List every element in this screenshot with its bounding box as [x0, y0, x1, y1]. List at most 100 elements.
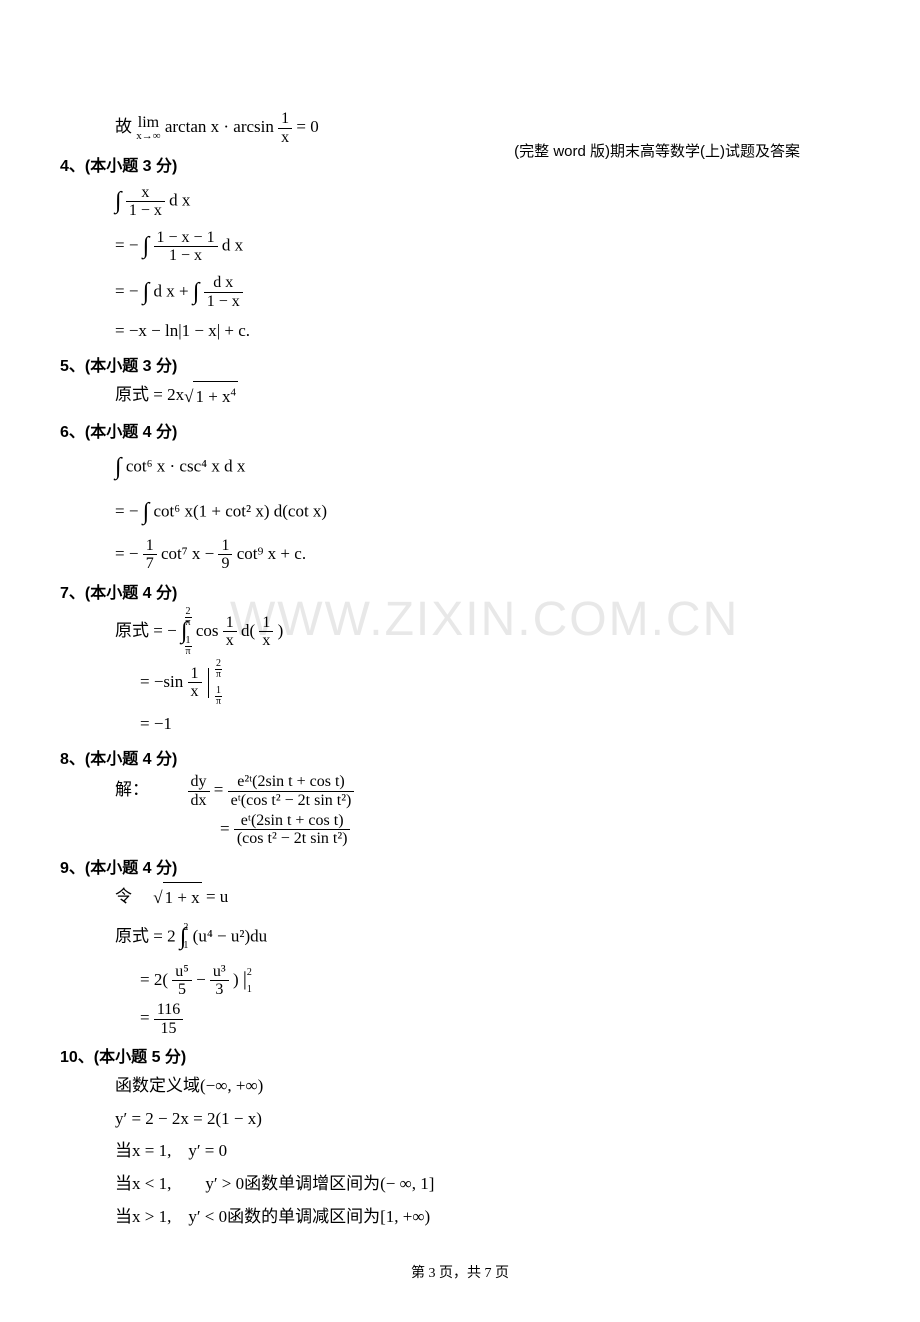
q7-l1-suffix: ) — [278, 621, 284, 640]
frac-num: x — [126, 184, 165, 203]
q10-line2: y′ = 2 − 2x = 2(1 − x) — [115, 1104, 860, 1135]
q4-l3-mid: d x + — [154, 281, 189, 300]
q9-l3-suffix: ) — [233, 970, 239, 989]
q7-l2-prefix: = −sin — [140, 672, 183, 691]
q9-l2-prefix: 原式 = 2 — [115, 926, 176, 945]
frac-den: dx — [188, 792, 210, 810]
frac-num: 1 — [218, 537, 232, 556]
q6-l3-f2: 1 9 — [218, 537, 232, 573]
q4-l2-suffix: d x — [222, 236, 243, 255]
q8-line2: = eᵗ(2sin t + cos t) (cos t² − 2t sin t²… — [220, 812, 860, 848]
q6-l2-prefix: = − — [115, 502, 138, 521]
q9-l3-f2: u³ 3 — [210, 963, 229, 999]
frac-num: 1 − x − 1 — [154, 229, 218, 248]
q4-line3: = − ∫ d x + ∫ d x 1 − x — [115, 271, 860, 314]
q6-line3: = − 1 7 cot⁷ x − 1 9 cot⁹ x + c. — [115, 537, 860, 573]
integral-icon: ∫ — [181, 610, 188, 653]
frac-num: 1 — [188, 665, 202, 684]
q6-l3-prefix: = − — [115, 544, 138, 563]
lim-sub: x→∞ — [136, 131, 160, 142]
integral-icon: ∫ — [115, 180, 122, 223]
q8-prefix: 解： — [115, 780, 149, 799]
frac-num: u⁵ — [172, 963, 192, 982]
q6-heading: 6、(本小题 4 分) — [60, 418, 860, 442]
integral-icon: ∫ — [143, 271, 150, 314]
q7-line1: 原式 = − ∫ 2π 1π cos 1 x d( 1 x ) — [115, 607, 860, 657]
eval-bounds: 2π 1π — [215, 659, 222, 707]
q4-l3-frac: d x 1 − x — [204, 274, 243, 310]
q7-heading: 7、(本小题 4 分) — [60, 579, 860, 603]
frac-num: eᵗ(2sin t + cos t) — [234, 812, 351, 831]
intro-prefix: 故 — [115, 117, 132, 136]
integral-icon: ∫ — [180, 916, 187, 959]
frac-num: dy — [188, 773, 210, 792]
q8-l1-rhs: e²ᵗ(2sin t + cos t) eᵗ(cos t² − 2t sin t… — [228, 773, 355, 809]
q7-l1-f2: 1 x — [259, 614, 273, 650]
q6-line2: = − ∫ cot⁶ x(1 + cot² x) d(cot x) — [115, 491, 860, 534]
q4-line4: = −x − ln|1 − x| + c. — [115, 316, 860, 347]
q9-line2: 原式 = 2 ∫ 2 1 (u⁴ − u²)du — [115, 916, 860, 959]
eval-bounds: 2 1 — [247, 967, 252, 995]
frac-den: (cos t² − 2t sin t²) — [234, 830, 351, 848]
ub: 2 — [247, 967, 252, 978]
q9-l2-body: (u⁴ − u²)du — [193, 926, 267, 945]
sqrt-icon: 1 + x — [153, 882, 201, 914]
q6-l3-mid1: cot⁷ x − — [161, 544, 214, 563]
q5-heading: 5、(本小题 3 分) — [60, 352, 860, 376]
q10-line4: 当x < 1, y′ > 0函数单调增区间为(− ∞, 1] — [115, 1169, 860, 1200]
q8-l2-frac: eᵗ(2sin t + cos t) (cos t² − 2t sin t²) — [234, 812, 351, 848]
frac-den: 5 — [172, 981, 192, 999]
q9-line4: = 116 15 — [140, 1001, 860, 1037]
frac-den: eᵗ(cos t² − 2t sin t²) — [228, 792, 355, 810]
frac-den: 1 − x — [204, 293, 243, 311]
q4-l1-suffix: d x — [169, 191, 190, 210]
q8-line1: 解： dy dx = e²ᵗ(2sin t + cos t) eᵗ(cos t²… — [115, 773, 860, 809]
q6-line1: ∫ cot⁶ x · csc⁴ x d x — [115, 446, 860, 489]
frac-den: 9 — [218, 555, 232, 573]
q10-heading: 10、(本小题 5 分) — [60, 1043, 860, 1067]
lim-symbol: lim x→∞ — [136, 115, 160, 142]
q9-l4-frac: 116 15 — [154, 1001, 183, 1037]
frac-num: d x — [204, 274, 243, 293]
q9-line1: 令 1 + x = u — [115, 882, 860, 914]
frac-num: e²ᵗ(2sin t + cos t) — [228, 773, 355, 792]
q7-line2: = −sin 1 x 2π 1π — [140, 659, 860, 707]
q9-l3-mid: − — [196, 970, 210, 989]
q10-line1: 函数定义域(−∞, +∞) — [115, 1071, 860, 1102]
integral-icon: ∫ — [193, 271, 200, 314]
page-content: (完整 word 版)期末高等数学(上)试题及答案 故 lim x→∞ arct… — [60, 60, 860, 1282]
q9-l1-sqrt: 1 + x — [163, 882, 202, 914]
q6-l1-body: cot⁶ x · csc⁴ x d x — [126, 457, 246, 476]
q4-l1-frac: x 1 − x — [126, 184, 165, 220]
q9-heading: 9、(本小题 4 分) — [60, 854, 860, 878]
frac-num: u³ — [210, 963, 229, 982]
header-right: (完整 word 版)期末高等数学(上)试题及答案 — [514, 140, 800, 161]
q7-l1-f1: 1 x — [223, 614, 237, 650]
q5-sup: 4 — [231, 386, 237, 398]
q9-line3: = 2( u⁵ 5 − u³ 3 ) | 2 1 — [140, 961, 860, 999]
q8-l1-lhs: dy dx — [188, 773, 210, 809]
q6-l2-body: cot⁶ x(1 + cot² x) d(cot x) — [154, 502, 328, 521]
q9-l1-prefix: 令 — [115, 887, 149, 906]
q8-heading: 8、(本小题 4 分) — [60, 745, 860, 769]
q7-l2-frac: 1 x — [188, 665, 202, 701]
frac-den: 1 − x — [154, 247, 218, 265]
q5-sqrt-inner: 1 + x — [195, 387, 230, 406]
q10-line3: 当x = 1, y′ = 0 — [115, 1136, 860, 1167]
frac-num: 1 — [278, 110, 292, 129]
frac-den: x — [278, 129, 292, 147]
q5-line: 原式 = 2x1 + x4 — [115, 380, 860, 412]
q8-l1-eq: = — [214, 780, 224, 799]
q9-l1-suffix: = u — [206, 887, 228, 906]
intro-frac: 1 x — [278, 110, 292, 146]
q4-l3-prefix: = − — [115, 281, 138, 300]
q9-l3-f1: u⁵ 5 — [172, 963, 192, 999]
q4-line2: = − ∫ 1 − x − 1 1 − x d x — [115, 225, 860, 268]
integral-icon: ∫ — [115, 446, 122, 489]
q4-l2-frac: 1 − x − 1 1 − x — [154, 229, 218, 265]
frac-num: 1 — [223, 614, 237, 633]
q7-l1-prefix: 原式 = − — [115, 621, 177, 640]
page-footer: 第 3 页，共 7 页 — [60, 1262, 860, 1282]
q9-l3-prefix: = 2( — [140, 970, 168, 989]
frac-num: 1 — [143, 537, 157, 556]
